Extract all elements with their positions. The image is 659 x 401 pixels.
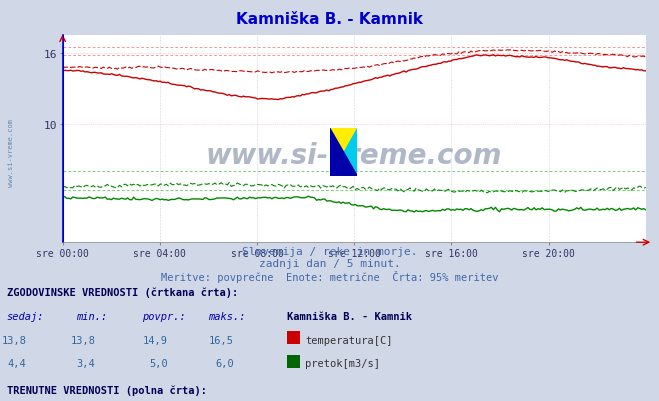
Text: temperatura[C]: temperatura[C] <box>305 335 393 345</box>
Text: pretok[m3/s]: pretok[m3/s] <box>305 358 380 368</box>
Text: Meritve: povprečne  Enote: metrične  Črta: 95% meritev: Meritve: povprečne Enote: metrične Črta:… <box>161 271 498 283</box>
Text: zadnji dan / 5 minut.: zadnji dan / 5 minut. <box>258 259 401 269</box>
Text: 5,0: 5,0 <box>150 358 168 368</box>
Text: 16,5: 16,5 <box>209 335 234 345</box>
Text: 13,8: 13,8 <box>1 335 26 345</box>
Text: min.:: min.: <box>76 312 107 322</box>
Text: povpr.:: povpr.: <box>142 312 185 322</box>
Text: www.si-vreme.com: www.si-vreme.com <box>8 118 14 186</box>
Text: 3,4: 3,4 <box>77 358 96 368</box>
Text: Kamniška B. - Kamnik: Kamniška B. - Kamnik <box>287 312 412 322</box>
Polygon shape <box>330 128 357 176</box>
Polygon shape <box>330 128 357 176</box>
Text: 4,4: 4,4 <box>8 358 26 368</box>
Text: 13,8: 13,8 <box>71 335 96 345</box>
Text: ZGODOVINSKE VREDNOSTI (črtkana črta):: ZGODOVINSKE VREDNOSTI (črtkana črta): <box>7 287 238 297</box>
Text: maks.:: maks.: <box>208 312 245 322</box>
Text: sedaj:: sedaj: <box>7 312 44 322</box>
Text: 14,9: 14,9 <box>143 335 168 345</box>
Text: 6,0: 6,0 <box>215 358 234 368</box>
Text: Slovenija / reke in morje.: Slovenija / reke in morje. <box>242 247 417 257</box>
Text: www.si-vreme.com: www.si-vreme.com <box>206 142 502 170</box>
Text: Kamniška B. - Kamnik: Kamniška B. - Kamnik <box>236 12 423 27</box>
Text: TRENUTNE VREDNOSTI (polna črta):: TRENUTNE VREDNOSTI (polna črta): <box>7 384 206 395</box>
